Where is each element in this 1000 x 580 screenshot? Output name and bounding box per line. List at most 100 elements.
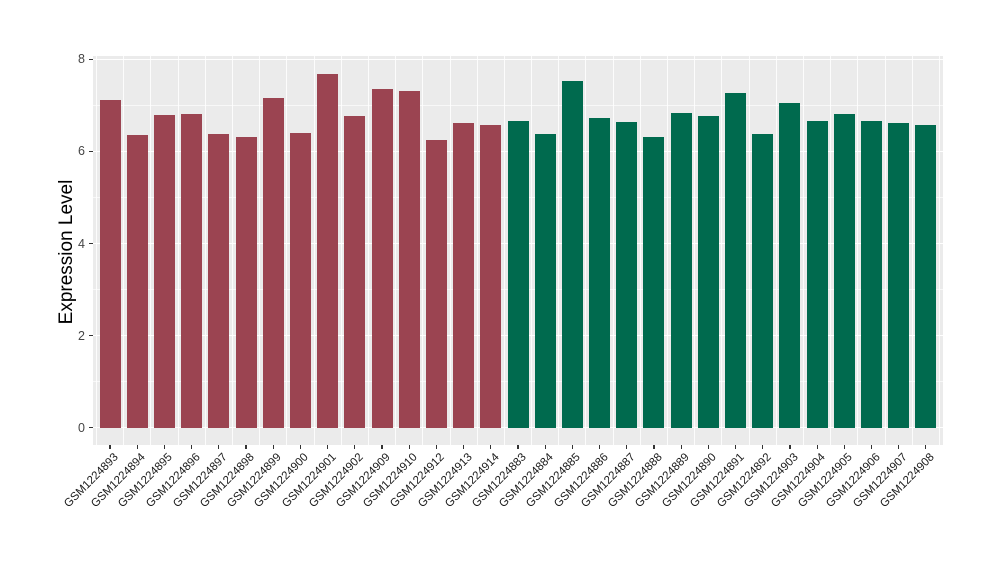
y-tick-label: 8 <box>78 52 85 67</box>
gridline-minor-vertical <box>204 56 206 445</box>
gridline-minor-vertical <box>911 56 913 445</box>
gridline-minor-vertical <box>313 56 315 445</box>
y-axis-title: Expression Level <box>56 179 77 325</box>
x-tick-mark <box>299 445 302 449</box>
bar-GSM1224883 <box>507 120 529 428</box>
gridline-minor-vertical <box>884 56 886 445</box>
y-tick-mark <box>88 58 93 60</box>
x-tick-mark <box>490 445 492 449</box>
gridline-minor-vertical <box>150 56 152 445</box>
gridline-minor-vertical <box>476 56 478 445</box>
bar-GSM1224898 <box>235 136 257 428</box>
bar-GSM1224888 <box>643 137 665 428</box>
x-tick-mark <box>925 445 927 449</box>
bar-GSM1224892 <box>752 134 774 428</box>
gridline-minor-vertical <box>558 56 560 445</box>
bar-GSM1224909 <box>371 89 393 428</box>
gridline-minor-vertical <box>96 56 97 445</box>
x-tick-mark <box>843 445 845 449</box>
x-tick-mark <box>381 445 383 449</box>
y-tick-label: 6 <box>78 144 85 159</box>
bar-GSM1224897 <box>208 134 230 428</box>
gridline-minor-vertical <box>422 56 424 445</box>
bar-GSM1224900 <box>289 132 311 428</box>
bar-GSM1224902 <box>344 115 366 428</box>
x-tick-mark <box>109 445 111 449</box>
gridline-minor-vertical <box>694 56 696 445</box>
gridline-minor-vertical <box>367 56 369 445</box>
gridline-minor <box>93 104 943 106</box>
x-tick-mark <box>680 445 682 449</box>
bar-GSM1224895 <box>153 115 175 428</box>
plot-panel <box>93 56 943 445</box>
x-tick-mark <box>191 445 193 449</box>
gridline-major <box>93 427 943 429</box>
bar-GSM1224905 <box>833 114 855 428</box>
bar-GSM1224912 <box>425 140 447 428</box>
y-tick-mark <box>88 335 93 337</box>
x-tick-mark <box>789 445 791 449</box>
bar-GSM1224891 <box>725 92 747 428</box>
y-tick-mark <box>88 427 93 429</box>
y-tick-label: 4 <box>78 236 85 251</box>
bar-GSM1224914 <box>480 125 502 428</box>
x-tick-mark <box>354 445 356 449</box>
y-tick-mark <box>88 150 93 152</box>
bar-GSM1224899 <box>262 97 284 428</box>
x-tick-mark <box>218 445 220 449</box>
bar-GSM1224894 <box>126 135 148 428</box>
x-tick-mark <box>435 445 437 449</box>
x-tick-mark <box>245 445 247 449</box>
x-tick-mark <box>327 445 329 449</box>
bar-GSM1224893 <box>99 99 121 428</box>
gridline-minor-vertical <box>123 56 125 445</box>
x-tick-mark <box>653 445 655 449</box>
x-tick-mark <box>136 445 138 449</box>
gridline-minor-vertical <box>340 56 342 445</box>
bar-GSM1224886 <box>589 117 611 428</box>
x-tick-mark <box>544 445 546 449</box>
y-tick-label: 0 <box>78 420 85 435</box>
bar-GSM1224890 <box>697 115 719 428</box>
gridline-minor-vertical <box>857 56 859 445</box>
x-tick-mark <box>598 445 601 449</box>
bar-GSM1224884 <box>534 133 556 428</box>
gridline-minor-vertical <box>748 56 750 445</box>
x-tick-mark <box>707 445 709 449</box>
bar-GSM1224907 <box>888 123 910 428</box>
y-tick-label: 2 <box>78 328 85 343</box>
gridline-minor-vertical <box>531 56 533 445</box>
bar-GSM1224908 <box>915 125 937 428</box>
bar-GSM1224913 <box>453 122 475 428</box>
x-tick-mark <box>571 445 573 449</box>
bar-GSM1224910 <box>398 91 420 428</box>
x-tick-mark <box>463 445 465 449</box>
x-tick-mark <box>816 445 818 449</box>
x-tick-mark <box>870 445 873 449</box>
bar-GSM1224887 <box>616 122 638 428</box>
gridline-minor-vertical <box>231 56 233 445</box>
x-tick-mark <box>163 445 166 449</box>
x-tick-mark <box>517 445 519 449</box>
gridline-minor-vertical <box>395 56 397 445</box>
x-tick-mark <box>898 445 900 449</box>
bar-GSM1224885 <box>561 80 583 428</box>
gridline-minor-vertical <box>721 56 723 445</box>
bar-GSM1224903 <box>779 102 801 428</box>
bar-GSM1224906 <box>861 121 883 428</box>
gridline-minor-vertical <box>939 56 940 445</box>
gridline-minor-vertical <box>177 56 179 445</box>
gridline-minor-vertical <box>286 56 288 445</box>
gridline-minor-vertical <box>259 56 261 445</box>
gridline-minor-vertical <box>585 56 587 445</box>
x-tick-mark <box>626 445 628 449</box>
bar-GSM1224889 <box>670 113 692 428</box>
gridline-minor-vertical <box>503 56 505 445</box>
y-tick-mark <box>88 242 93 245</box>
gridline-minor-vertical <box>830 56 832 445</box>
gridline-major <box>93 58 943 60</box>
gridline-minor-vertical <box>667 56 669 445</box>
gridline-minor-vertical <box>775 56 777 445</box>
x-tick-mark <box>272 445 274 449</box>
